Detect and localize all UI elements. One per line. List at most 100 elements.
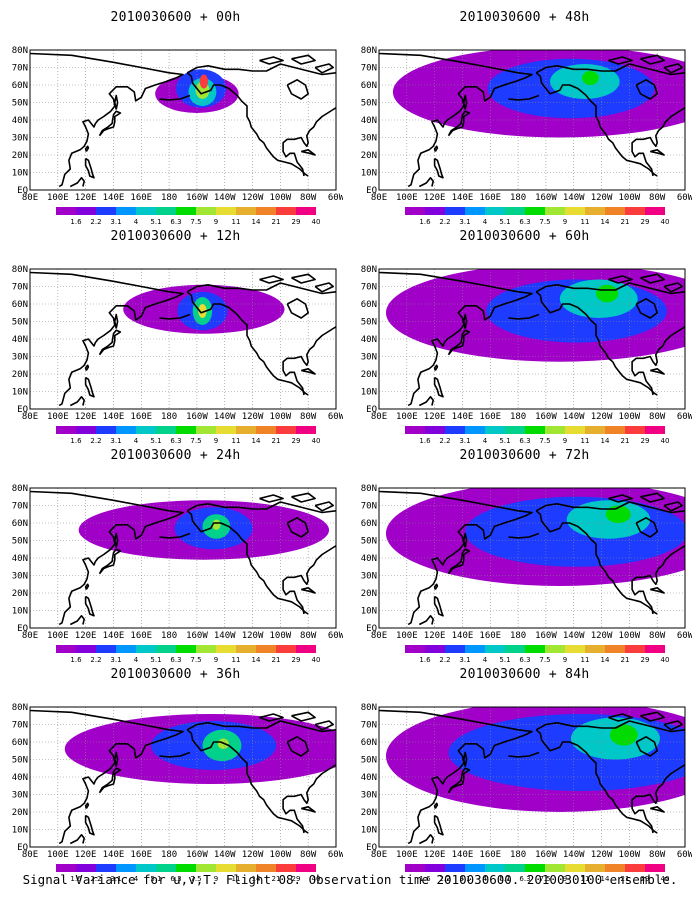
- coastline: [159, 532, 191, 539]
- coastline: [650, 368, 665, 375]
- colorbar-swatch: [625, 207, 645, 215]
- coastline: [650, 806, 665, 813]
- map-frame: [29, 268, 337, 410]
- lon-tick-label: 140W: [214, 193, 236, 203]
- coastline: [433, 364, 439, 371]
- lon-tick-label: 180: [161, 193, 177, 203]
- coastline: [301, 587, 316, 594]
- coastline: [186, 510, 309, 615]
- lon-tick-label: 120W: [591, 850, 613, 860]
- lon-tick-label: 80E: [371, 631, 387, 641]
- colorbar-swatch: [176, 645, 196, 653]
- colorbar-swatch: [565, 645, 585, 653]
- coastline: [301, 149, 316, 156]
- colorbar-label: 29: [641, 437, 650, 445]
- colorbar-swatch: [256, 864, 276, 872]
- lon-tick-label: 140W: [563, 631, 585, 641]
- colorbar-label: 6.3: [519, 656, 530, 664]
- coastline: [433, 814, 444, 836]
- coastline: [640, 273, 665, 284]
- colorbar-swatch: [216, 645, 236, 653]
- colorbar-swatch: [465, 207, 485, 215]
- colorbar-label: 40: [312, 875, 321, 883]
- colorbar-label: 11: [232, 656, 241, 664]
- coastline: [650, 587, 665, 594]
- panel-title: 2010030600 + 48h: [459, 10, 590, 25]
- colorbar-swatch: [565, 207, 585, 215]
- colorbar-swatch: [445, 426, 465, 434]
- coastline: [282, 545, 336, 615]
- lon-tick-label: 60W: [328, 850, 343, 860]
- map-panel: 2010030600 + 72h 80N 70N 60N 50N 40N 30N 20N 10N…: [357, 448, 692, 668]
- coastline: [98, 548, 122, 575]
- colorbar-swatch: [56, 864, 76, 872]
- lon-tick-label: 180: [161, 850, 177, 860]
- colorbar-label: 1.6: [70, 437, 82, 445]
- coastline: [259, 494, 284, 503]
- lon-tick-label: 120E: [75, 631, 97, 641]
- coastline: [69, 177, 85, 188]
- coastline: [114, 313, 119, 329]
- colorbar-swatch: [276, 864, 296, 872]
- panel-title: 2010030600 + 24h: [110, 448, 241, 463]
- colorbar-swatch: [625, 645, 645, 653]
- colorbar-label: 6.3: [170, 218, 181, 226]
- colorbar-swatch: [296, 645, 316, 653]
- lon-tick-label: 100W: [619, 850, 641, 860]
- colorbar-swatch: [76, 645, 96, 653]
- colorbar-label: 4: [483, 437, 488, 445]
- coastline: [314, 282, 334, 293]
- colorbar-swatch: [176, 426, 196, 434]
- colorbar-label: 3.1: [459, 875, 470, 883]
- coastline: [69, 396, 85, 407]
- colorbar-swatch: [296, 864, 316, 872]
- lon-tick-label: 140E: [452, 631, 474, 641]
- colorbar-label: 4: [483, 875, 488, 883]
- colorbar-label: 14: [252, 437, 261, 445]
- panel-title: 2010030600 + 84h: [459, 667, 590, 682]
- coastline: [663, 501, 683, 512]
- colorbar-swatch: [136, 426, 156, 434]
- lon-tick-label: 80W: [649, 412, 666, 422]
- colorbar-swatch: [645, 426, 665, 434]
- colorbar-label: 7.5: [190, 875, 201, 883]
- coastline: [314, 63, 334, 74]
- graticule: [30, 707, 336, 847]
- coastline: [286, 517, 309, 538]
- coastline: [186, 282, 336, 295]
- colorbar-swatch: [505, 864, 525, 872]
- colorbar-label: 11: [581, 437, 590, 445]
- colorbar-swatch: [116, 207, 136, 215]
- colorbar-label: 4: [483, 656, 488, 664]
- colorbar-swatch: [445, 864, 465, 872]
- lon-tick-label: 180: [510, 850, 526, 860]
- coastline: [433, 583, 439, 590]
- colorbar-swatch: [136, 207, 156, 215]
- map-panel: 2010030600 + 24h 80N 70N 60N 50N 40N 30N 20N 10N…: [8, 448, 343, 668]
- colorbar-swatch: [505, 426, 525, 434]
- coastline: [186, 501, 336, 514]
- colorbar-swatch: [465, 426, 485, 434]
- coastline: [447, 110, 471, 137]
- colorbar-label: 2.2: [439, 875, 450, 883]
- colorbar-label: 6.3: [170, 437, 181, 445]
- coastline: [159, 94, 191, 101]
- lat-tick-label: 50N: [361, 99, 377, 109]
- lat-tick-label: 50N: [12, 756, 28, 766]
- colorbar-label: 9: [563, 218, 567, 226]
- lat-tick-label: 30N: [12, 134, 28, 144]
- lat-tick-label: 10N: [361, 607, 377, 617]
- coastline: [30, 709, 184, 845]
- colorbar-swatch: [485, 426, 505, 434]
- coastline: [608, 275, 633, 284]
- graticule: [379, 269, 685, 409]
- lon-tick-label: 120E: [75, 850, 97, 860]
- lon-tick-label: 120E: [424, 631, 446, 641]
- colorbar-label: 5.1: [499, 437, 510, 445]
- colorbar-swatch: [296, 426, 316, 434]
- colorbar-swatch: [645, 645, 665, 653]
- lat-tick-label: 60N: [12, 300, 28, 310]
- coastline: [379, 271, 533, 407]
- colorbar-label: 4: [483, 218, 488, 226]
